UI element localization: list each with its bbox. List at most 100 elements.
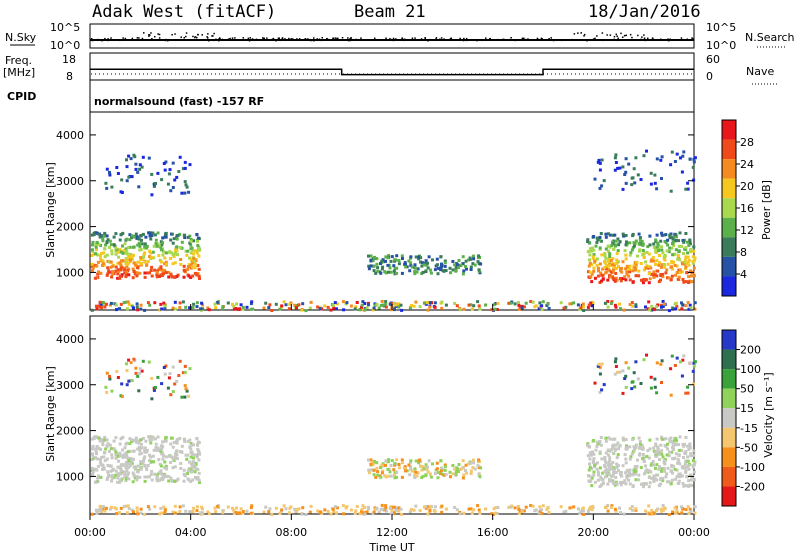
power-cell <box>90 254 94 257</box>
velocity-cell <box>648 481 652 485</box>
nsky-point <box>275 40 277 42</box>
velocity-cell <box>184 453 188 457</box>
power-cell <box>404 265 408 269</box>
velocity-cell <box>692 382 696 386</box>
power-cell <box>428 305 432 309</box>
power-cell <box>478 256 481 259</box>
velocity-cell <box>628 445 632 449</box>
power-cell <box>201 303 204 307</box>
velocity-cell <box>116 476 120 480</box>
power-cell <box>182 275 186 279</box>
power-cell <box>537 307 541 311</box>
velocity-cell <box>349 508 353 512</box>
power-cell <box>562 306 566 310</box>
velocity-cell <box>138 446 142 450</box>
power-cell <box>661 272 665 276</box>
power-cell <box>96 260 100 264</box>
power-cell <box>145 271 149 275</box>
power-cell <box>670 246 674 250</box>
nsky-point <box>249 37 251 39</box>
power-cell <box>143 271 147 275</box>
power-cell <box>681 262 684 266</box>
power-cell <box>618 277 622 280</box>
power-cell <box>118 247 122 251</box>
velocity-cell <box>214 510 218 514</box>
power-cell <box>608 252 612 256</box>
velocity-cell <box>428 472 432 476</box>
power-cell <box>476 260 480 264</box>
nsky-point <box>479 39 481 41</box>
velocity-cell <box>601 471 605 475</box>
nsky-point <box>277 37 280 40</box>
power-cell <box>449 271 452 275</box>
velocity-cell <box>655 437 659 441</box>
nsky-point <box>164 39 167 42</box>
power-cell <box>173 275 177 279</box>
power-cell <box>595 240 599 244</box>
velocity-cell <box>128 456 132 460</box>
nsky-point <box>211 35 213 37</box>
nsky-point <box>207 37 209 39</box>
power-cell <box>647 252 651 256</box>
power-cell <box>685 271 689 275</box>
velocity-cell <box>615 482 619 486</box>
power-cell <box>670 261 674 265</box>
power-cell <box>122 301 126 305</box>
velocity-cell <box>125 456 129 460</box>
power-cell <box>589 301 593 305</box>
power-cell <box>115 166 119 169</box>
power-cell <box>138 271 142 275</box>
velocity-cell <box>125 453 129 457</box>
velocity-cell <box>496 506 500 509</box>
velocity-cell <box>395 458 399 462</box>
velocity-cell <box>152 448 156 452</box>
velocity-cell <box>171 365 175 369</box>
power-cell <box>173 307 177 311</box>
power-cell <box>196 264 200 267</box>
velocity-cell <box>171 510 175 514</box>
power-cell <box>198 248 202 252</box>
velocity-cell <box>405 469 409 473</box>
velocity-cell <box>119 506 123 510</box>
velocity-cell <box>517 511 521 515</box>
power-cell <box>655 233 659 237</box>
velocity-cell <box>678 475 682 479</box>
power-cell <box>589 275 593 279</box>
power-cell <box>428 301 432 305</box>
velocity-cell <box>183 440 187 443</box>
velocity-cell <box>689 452 693 456</box>
power-cell <box>660 305 663 309</box>
velocity-cell <box>95 468 99 472</box>
power-cell <box>189 276 193 279</box>
nsky-point <box>609 34 612 36</box>
velocity-cell <box>143 512 147 516</box>
time-tick-label: 16:00 <box>477 526 509 539</box>
velocity-cell <box>682 444 686 448</box>
velocity-cell <box>654 442 658 446</box>
power-cell <box>111 270 114 273</box>
velocity-cell <box>195 505 199 509</box>
power-cell <box>598 246 602 250</box>
velocity-cell <box>686 391 690 395</box>
power-cell <box>197 274 201 278</box>
power-cell <box>661 300 665 303</box>
power-cell <box>134 162 138 166</box>
velocity-cell <box>143 475 147 479</box>
nsky-point <box>104 37 106 40</box>
power-cell <box>659 265 663 269</box>
power-cell <box>617 243 621 247</box>
power-cell <box>195 273 199 277</box>
power-cell <box>278 307 282 311</box>
power-cell <box>414 255 418 259</box>
nsky-point <box>681 39 684 41</box>
velocity-cell <box>147 360 151 364</box>
power-cell <box>661 251 665 255</box>
power-cell <box>692 266 696 270</box>
power-cell <box>470 307 474 311</box>
power-cell <box>106 259 110 263</box>
power-cell <box>191 248 195 252</box>
velocity-cell <box>192 506 196 510</box>
velocity-cell <box>139 438 143 442</box>
velocity-cell <box>106 476 110 480</box>
velocity-cell <box>118 451 122 455</box>
